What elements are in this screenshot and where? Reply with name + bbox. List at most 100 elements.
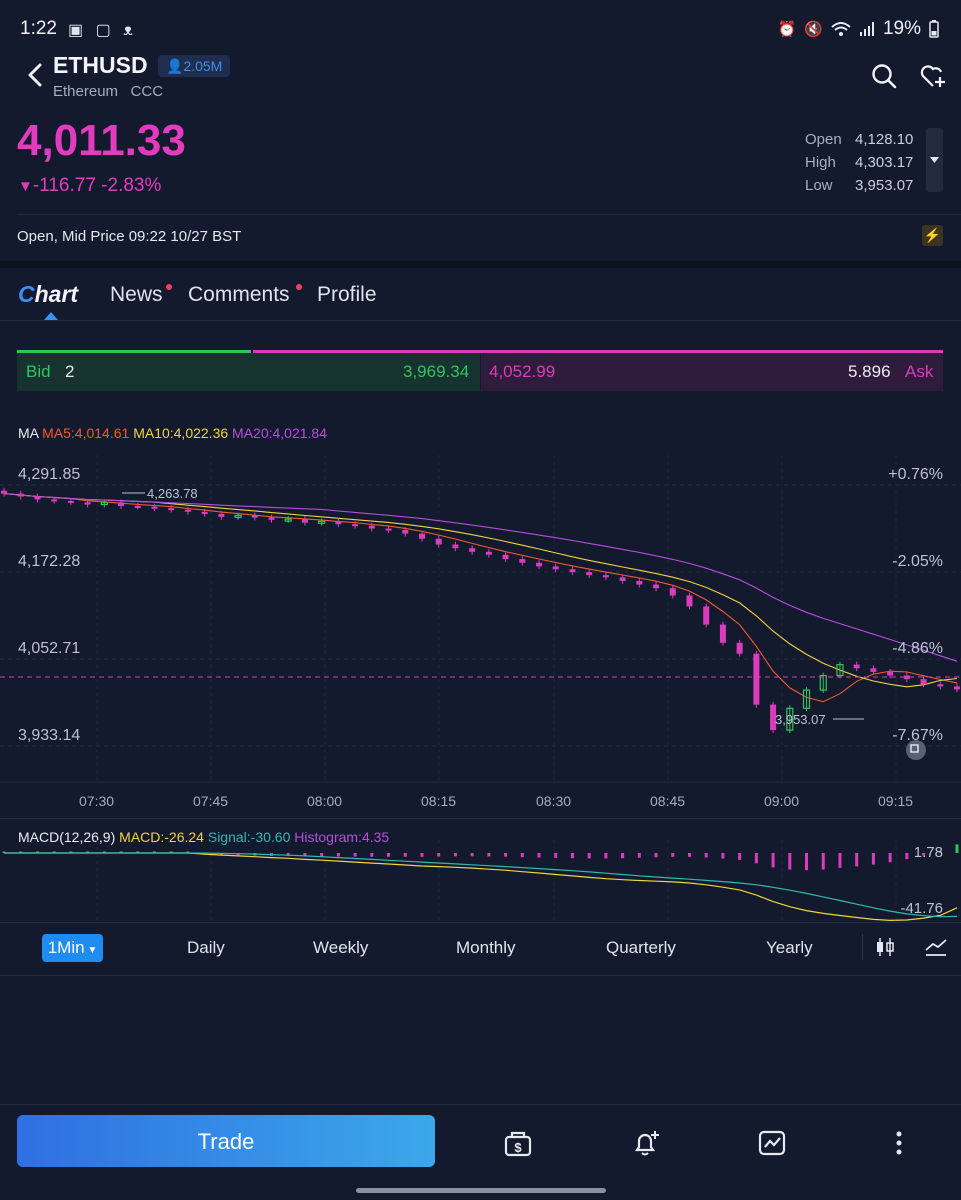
histogram-bar	[487, 853, 491, 857]
add-alert-icon[interactable]	[631, 1128, 661, 1158]
ma-legend[interactable]: MA MA5:4,014.61 MA10:4,022.36 MA20:4,021…	[18, 425, 327, 441]
alarm-icon: ⏰	[777, 21, 797, 38]
news-unread-dot	[166, 284, 172, 290]
bottom-bar-divider	[0, 1104, 961, 1105]
histogram-bar	[186, 851, 190, 853]
tab-comments[interactable]: Comments	[188, 283, 290, 306]
deposit-money-icon[interactable]: $	[503, 1128, 533, 1158]
candle	[569, 569, 576, 573]
candle	[284, 518, 292, 522]
histogram-bar	[654, 853, 658, 858]
x-tick-label: 08:45	[650, 793, 686, 809]
tab-news[interactable]: News	[110, 283, 163, 306]
candle	[151, 506, 158, 509]
portfolio-chart-icon[interactable]	[757, 1128, 787, 1158]
x-tick-label: 08:30	[536, 793, 572, 809]
tab-chart[interactable]: Сhart	[18, 281, 78, 308]
period-1min-button[interactable]: 1Min ▼	[42, 934, 103, 962]
period-daily[interactable]: Daily	[187, 938, 225, 957]
macd-chart[interactable]: 1.78 -41.76	[0, 840, 961, 925]
histogram-bar	[86, 851, 90, 853]
reset-zoom-glyph	[910, 744, 919, 753]
down-triangle-icon: ▼	[18, 178, 33, 195]
chart-logo-c-icon: С	[18, 281, 35, 307]
followers-count: 2.05M	[183, 58, 223, 74]
indicators-icon[interactable]	[924, 936, 948, 958]
candle	[903, 675, 910, 680]
expand-quote-button[interactable]	[926, 128, 943, 192]
ma5-line	[3, 493, 958, 703]
search-icon[interactable]	[870, 62, 898, 90]
more-options-icon[interactable]	[884, 1128, 914, 1158]
period-separator	[862, 934, 863, 960]
pct-tick-label: -2.05%	[892, 553, 943, 570]
histogram-bar	[721, 853, 725, 859]
tab-profile[interactable]: Profile	[317, 283, 377, 306]
mute-icon: 🔇	[804, 21, 823, 38]
section-separator	[0, 261, 961, 268]
price-chart[interactable]: 4,291.85 4,172.28 4,052.71 3,933.14 +0.7…	[0, 455, 961, 785]
pct-tick-label: -4.86%	[892, 640, 943, 657]
histogram-bar	[788, 853, 792, 870]
candle	[753, 653, 760, 705]
caret-down-icon: ▼	[84, 945, 98, 956]
macd-top-tick: 1.78	[914, 844, 943, 861]
reset-zoom-icon[interactable]	[906, 740, 926, 760]
candle	[502, 554, 509, 560]
macd-legend[interactable]: MACD(12,26,9) MACD:-26.24 Signal:-30.60 …	[18, 829, 389, 845]
x-tick-label: 09:00	[764, 793, 800, 809]
x-tick-label: 08:15	[421, 793, 457, 809]
ma20-line	[3, 493, 958, 662]
bid-ratio-bar	[17, 350, 251, 353]
histogram-bar	[403, 853, 407, 857]
period-yearly[interactable]: Yearly	[766, 938, 813, 957]
histogram-bar	[286, 853, 290, 857]
candle	[519, 559, 526, 563]
back-arrow-icon[interactable]	[22, 60, 52, 90]
candle	[34, 496, 41, 500]
trade-button[interactable]: Trade	[17, 1115, 435, 1167]
active-tab-indicator	[44, 312, 58, 320]
macd-line	[4, 852, 958, 922]
histogram-bar	[570, 853, 574, 859]
period-quarterly[interactable]: Quarterly	[606, 938, 676, 957]
tabs-divider	[0, 320, 961, 321]
candle	[51, 499, 58, 502]
candle	[719, 624, 726, 643]
candle	[268, 517, 275, 520]
candle	[602, 575, 609, 578]
histogram-bar	[738, 853, 742, 860]
period-monthly[interactable]: Monthly	[456, 938, 516, 957]
candle	[168, 508, 175, 511]
high-label: High	[805, 154, 836, 171]
ask-ratio-bar	[253, 350, 943, 353]
y-tick-label: 4,291.85	[18, 466, 80, 483]
candle	[1, 490, 7, 494]
candle	[118, 502, 125, 506]
histogram-bar	[520, 853, 524, 858]
candle	[184, 509, 191, 512]
period-weekly[interactable]: Weekly	[313, 938, 369, 957]
candle	[836, 664, 844, 677]
flash-icon[interactable]: ⚡	[922, 225, 943, 246]
high-value: 4,303.17	[855, 154, 914, 171]
pct-tick-label: -7.67%	[892, 727, 943, 744]
candlestick-type-icon[interactable]	[874, 936, 896, 958]
histogram-bar	[19, 851, 23, 853]
candle	[201, 511, 208, 514]
histogram-bar	[52, 851, 56, 853]
price-change: ▼-116.77 -2.83%	[18, 175, 161, 197]
histogram-bar	[504, 853, 508, 857]
histogram-bar	[152, 851, 156, 853]
low-marker: 3,953.07	[775, 712, 826, 727]
histogram-bar	[35, 851, 39, 853]
x-tick-label: 09:15	[878, 793, 914, 809]
followers-badge[interactable]: 👤2.05M	[158, 55, 231, 77]
symbol-title: ETHUSD	[53, 52, 148, 78]
battery-icon	[929, 20, 939, 38]
candle	[100, 501, 108, 506]
histogram-bar	[821, 853, 825, 870]
ask-label: Ask	[905, 362, 934, 381]
add-favorite-icon[interactable]	[919, 62, 947, 90]
histogram-bar	[637, 853, 641, 858]
